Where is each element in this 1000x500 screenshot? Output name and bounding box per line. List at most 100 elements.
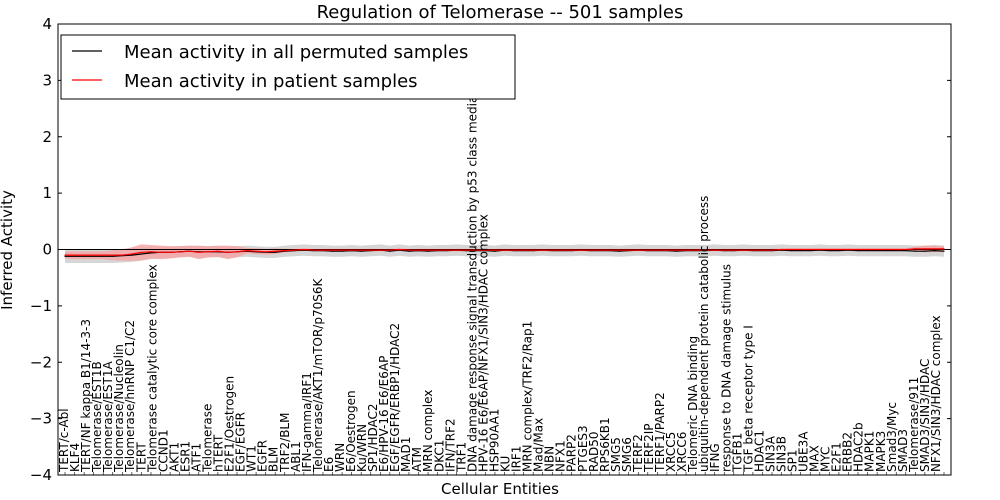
- entity-label: Telomeric DNA binding: [686, 336, 700, 473]
- entity-label: TERT/c-Abl: [57, 408, 71, 473]
- entity-label: IFN-gamma/IRF1: [300, 372, 314, 472]
- data-point: [828, 250, 830, 252]
- entity-label: RAD50: [587, 431, 601, 472]
- entity-label: ATM: [410, 447, 424, 472]
- data-point: [303, 248, 305, 251]
- data-point: [914, 250, 916, 252]
- data-point: [513, 249, 515, 251]
- entity-label: UBE3A: [797, 431, 811, 472]
- data-point: [293, 249, 295, 251]
- entity-label: SMG5: [609, 437, 623, 472]
- data-point: [274, 251, 276, 253]
- entity-label: E6/Oestrogen: [344, 390, 358, 472]
- entity-label: KLF4: [68, 443, 82, 472]
- data-point: [427, 249, 429, 251]
- data-point: [790, 250, 792, 252]
- data-point: [675, 249, 678, 251]
- data-point: [74, 254, 76, 256]
- entity-label: SMAD3/SIN3/HDAC: [918, 359, 932, 472]
- entity-label: EGFR: [256, 440, 270, 472]
- entity-label: TERT/NF kappa B1/14-3-3: [79, 319, 93, 473]
- data-point: [637, 249, 639, 251]
- y-tick-label: 2: [42, 128, 52, 146]
- entity-label: IFN/TRF2: [443, 418, 457, 472]
- entity-label: MAPK3: [874, 431, 888, 472]
- data-point: [666, 249, 668, 251]
- data-point: [933, 250, 936, 252]
- data-point: [733, 249, 735, 251]
- data-point: [857, 248, 859, 251]
- data-point: [809, 250, 811, 252]
- entity-label: IRF1: [510, 446, 524, 472]
- data-point: [494, 250, 496, 252]
- data-point: [408, 249, 410, 251]
- data-point: [609, 249, 611, 251]
- data-point: [742, 249, 745, 251]
- data-point: [484, 249, 486, 251]
- entity-label: Telomerase/EST1A: [101, 360, 115, 473]
- data-point: [685, 249, 687, 251]
- data-point: [675, 250, 678, 252]
- entity-label: Mad/Max: [532, 418, 546, 472]
- data-point: [819, 248, 821, 251]
- data-point: [580, 249, 582, 251]
- entity-label: Telomerase/Nucleolin: [112, 344, 126, 473]
- data-point: [93, 255, 95, 257]
- data-point: [761, 249, 764, 251]
- entity-label: TERF2: [631, 434, 645, 473]
- y-tick-label: 1: [42, 184, 52, 202]
- series-band-1: [65, 244, 944, 261]
- data-point: [112, 254, 114, 256]
- data-point: [943, 250, 945, 252]
- data-point: [704, 249, 706, 251]
- data-point: [943, 248, 945, 250]
- data-point: [427, 250, 429, 252]
- data-point: [437, 249, 439, 251]
- entity-label: MAX: [808, 445, 822, 472]
- data-point: [446, 249, 448, 251]
- data-point: [876, 248, 878, 251]
- data-point: [198, 251, 200, 253]
- data-point: [532, 249, 534, 251]
- data-point: [131, 253, 133, 255]
- data-point: [809, 248, 811, 251]
- data-point: [561, 249, 563, 251]
- y-axis-title: Inferred Activity: [0, 190, 16, 310]
- data-point: [226, 251, 228, 253]
- data-point: [389, 250, 391, 252]
- data-point: [245, 250, 248, 252]
- data-point: [159, 251, 162, 253]
- entity-label: Telomerase/EST1B: [90, 361, 104, 473]
- legend: Mean activity in all permuted samples Me…: [60, 34, 516, 100]
- entity-label: MRN complex: [421, 390, 435, 472]
- data-point: [847, 248, 850, 251]
- legend-label-permuted: Mean activity in all permuted samples: [124, 42, 468, 63]
- entity-label: Telomerase/911: [907, 377, 921, 473]
- data-point: [876, 250, 878, 252]
- data-point: [828, 248, 830, 251]
- entity-label: SP1: [786, 450, 800, 473]
- data-point: [523, 249, 525, 251]
- entity-label: Telomerase/hnRNP C1/C2: [123, 320, 137, 473]
- data-point: [867, 248, 869, 251]
- entity-label: TGF beta receptor type I: [741, 325, 755, 473]
- data-point: [494, 249, 496, 251]
- data-point: [331, 249, 334, 251]
- data-point: [112, 255, 114, 257]
- data-point: [217, 250, 219, 252]
- data-point: [628, 249, 630, 251]
- entity-label: TERT: [134, 442, 148, 473]
- data-point: [551, 249, 553, 251]
- y-tick-label: −1: [30, 297, 52, 315]
- y-tick-label: 4: [42, 15, 52, 33]
- entity-label: PARP2: [565, 434, 579, 472]
- entity-label: response to DNA damage stimulus: [719, 264, 733, 472]
- entity-label: KU: [499, 456, 513, 472]
- data-point: [150, 251, 152, 253]
- data-point: [74, 255, 76, 257]
- entity-label: SMAD3: [896, 429, 910, 472]
- data-point: [131, 254, 133, 256]
- data-point: [905, 248, 907, 251]
- data-point: [93, 254, 95, 256]
